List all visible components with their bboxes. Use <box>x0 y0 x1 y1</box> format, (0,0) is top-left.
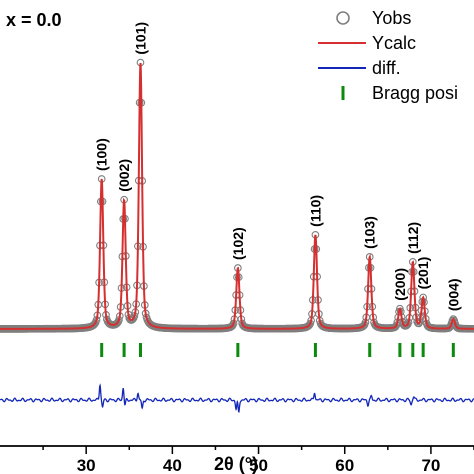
legend-label: Ycalc <box>372 33 416 53</box>
peak-labels: (100) (002) (101) (102) (110) (103) (200) (112)… <box>94 22 462 311</box>
peak-label: (002) <box>116 159 132 192</box>
x-tick-label: 40 <box>163 456 182 474</box>
peak-label: (200) <box>392 268 408 301</box>
peak-label: (004) <box>445 278 461 311</box>
x-tick-label: 30 <box>77 456 96 474</box>
peak-label: (103) <box>362 216 378 249</box>
x-axis-title: 2θ (°) <box>214 454 258 474</box>
observed-point <box>391 322 400 331</box>
observed-point <box>90 319 99 328</box>
legend: Yobs Ycalc diff. Bragg posi <box>318 8 458 103</box>
x-tick-label: 60 <box>335 456 354 474</box>
difference-curve <box>0 383 474 413</box>
x-tick-label: 70 <box>421 456 440 474</box>
bragg-position-markers <box>100 343 455 357</box>
peak-label: (100) <box>94 138 110 171</box>
panel-label: x = 0.0 <box>6 10 62 30</box>
peak-label: (101) <box>132 22 148 55</box>
legend-label: Bragg posi <box>372 83 458 103</box>
calculated-curve <box>0 62 474 330</box>
peak-label: (112) <box>405 222 421 254</box>
observed-point <box>414 319 423 328</box>
legend-label: Yobs <box>372 8 411 28</box>
legend-symbol-yobs <box>336 11 350 25</box>
observed-point <box>449 315 458 323</box>
observed-point <box>305 321 314 329</box>
legend-label: diff. <box>372 58 401 78</box>
peak-label: (201) <box>415 257 431 290</box>
observed-point <box>112 320 121 328</box>
observed-point <box>358 322 367 331</box>
x-tick-label: 50 <box>249 456 268 474</box>
peak-label: (102) <box>230 227 246 260</box>
x-axis-ticks: 30 40 50 60 70 <box>42 446 474 474</box>
peak-label: (110) <box>307 195 323 227</box>
